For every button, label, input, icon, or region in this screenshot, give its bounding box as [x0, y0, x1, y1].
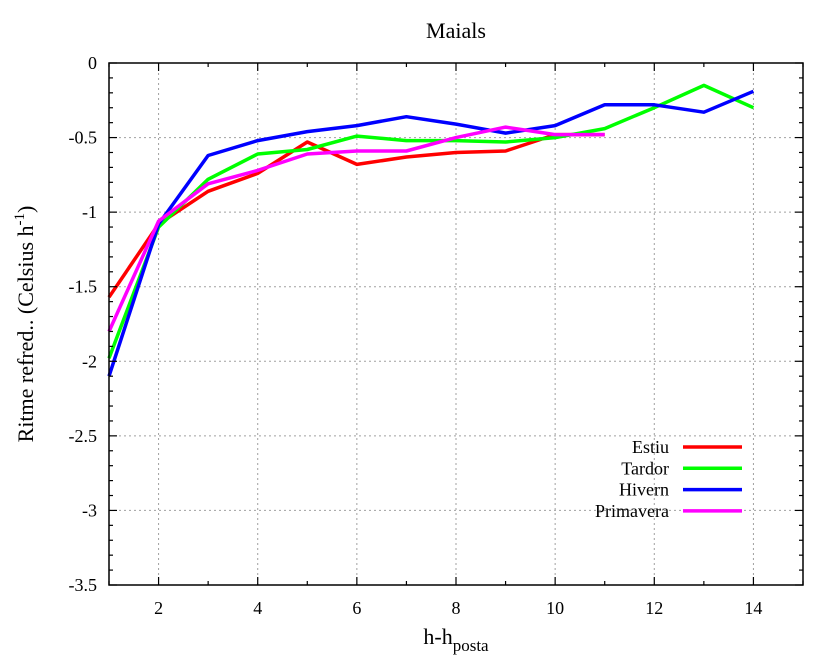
y-tick-label: -3 [82, 500, 97, 520]
x-tick-label: 14 [744, 598, 762, 618]
legend-label-hivern: Hivern [619, 480, 669, 500]
y-axis-label-main: Ritme refred.. (Celsius h [13, 225, 38, 442]
x-axis-label-main: h-h [423, 624, 452, 649]
legend-label-tardor: Tardor [621, 458, 669, 478]
x-tick-label: 10 [546, 598, 564, 618]
legend-label-estiu: Estiu [632, 437, 669, 457]
y-tick-label: 0 [88, 53, 97, 73]
tick-layer: 2 4 6 8 10 12 14 0 -0.5 -1 -1.5 -2 -2.5 -3 -3.5 [69, 53, 804, 618]
series-line-estiu [107, 132, 605, 299]
x-tick-label: 4 [253, 598, 262, 618]
y-tick-label: -1 [82, 202, 97, 222]
y-axis-label-close: ) [13, 206, 38, 213]
chart-title: Maials [426, 18, 486, 43]
y-tick-label: -3.5 [69, 575, 98, 595]
x-tick-label: 8 [452, 598, 461, 618]
legend-label-primavera: Primavera [595, 501, 669, 521]
series-line-hivern [107, 89, 755, 377]
x-axis-label: h-hposta [423, 624, 489, 655]
y-tick-label: -1.5 [69, 277, 98, 297]
y-tick-label: -2.5 [69, 426, 98, 446]
y-axis-label-superscript: -1 [12, 213, 28, 226]
x-tick-label: 2 [154, 598, 163, 618]
series-line-primavera [107, 125, 605, 333]
y-tick-label: -2 [82, 351, 97, 371]
series-layer [107, 83, 755, 377]
x-tick-label: 6 [352, 598, 361, 618]
y-axis-label: Ritme refred.. (Celsius h-1) [12, 206, 38, 443]
x-tick-label: 12 [645, 598, 663, 618]
y-tick-label: -0.5 [69, 128, 98, 148]
series-line-tardor [107, 83, 755, 359]
x-axis-label-subscript: posta [453, 636, 489, 655]
